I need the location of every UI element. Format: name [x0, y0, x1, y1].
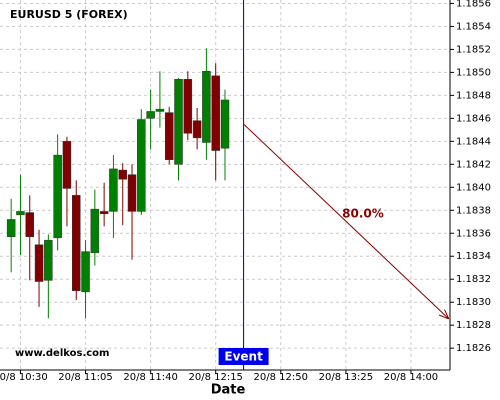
- candle-body: [183, 79, 193, 134]
- y-tick-label: 1.1826: [456, 343, 491, 354]
- y-tick-label: 1.1834: [456, 251, 491, 262]
- watermark: www.delkos.com: [15, 348, 109, 359]
- candle-body: [109, 168, 118, 212]
- x-tick-label: 20/8 10:30: [0, 372, 48, 383]
- x-tick-label: 20/8 14:00: [384, 372, 438, 383]
- y-tick-label: 1.1852: [456, 44, 491, 55]
- candle-body: [155, 108, 165, 112]
- event-box: [218, 348, 269, 365]
- x-tick-label: 20/8 12:15: [188, 372, 242, 383]
- candle-body: [90, 208, 100, 254]
- forecast-label: 80.0%: [342, 207, 384, 221]
- y-tick-label: 1.1842: [456, 159, 491, 170]
- y-tick-label: 1.1856: [456, 0, 491, 9]
- y-tick-label: 1.1838: [456, 205, 491, 216]
- candle-body: [118, 169, 127, 180]
- candle-body: [192, 120, 202, 139]
- candle-body: [25, 212, 35, 237]
- candle-body: [34, 244, 44, 282]
- candle-body: [99, 211, 109, 214]
- event-label: Event: [224, 350, 263, 364]
- y-tick-label: 1.1850: [456, 67, 491, 78]
- candle-body: [127, 174, 137, 212]
- candle-body: [6, 219, 16, 237]
- candle-body: [137, 119, 146, 212]
- x-tick-label: 20/8 11:05: [58, 372, 112, 383]
- chart-title: EURUSD 5 (FOREX): [10, 8, 128, 21]
- x-tick-label: 20/8 13:25: [319, 372, 373, 383]
- candle-body: [211, 75, 220, 151]
- y-tick-label: 1.1846: [456, 113, 491, 124]
- x-tick-label: 20/8 11:40: [123, 372, 177, 383]
- candle-body: [146, 111, 155, 119]
- forecast-arrow: [243, 123, 449, 318]
- candle-body: [62, 141, 72, 189]
- candle-body: [81, 251, 90, 293]
- y-tick-label: 1.1854: [456, 21, 491, 32]
- y-tick-label: 1.1848: [456, 90, 491, 101]
- candle-body: [44, 239, 53, 281]
- y-tick-label: 1.1836: [456, 228, 491, 239]
- candle-body: [71, 195, 81, 291]
- candle-body: [174, 79, 183, 165]
- y-tick-label: 1.1828: [456, 320, 491, 331]
- y-tick-label: 1.1840: [456, 182, 491, 193]
- y-tick-label: 1.1844: [456, 136, 491, 147]
- y-tick-label: 1.1830: [456, 297, 491, 308]
- candle-body: [16, 211, 25, 216]
- candle-body: [202, 70, 211, 143]
- candle-body: [53, 154, 62, 239]
- x-axis-label: Date: [211, 383, 246, 398]
- candle-body: [220, 99, 230, 149]
- y-tick-label: 1.1832: [456, 274, 491, 285]
- candle-body: [164, 112, 174, 160]
- x-tick-label: 20/8 12:50: [254, 372, 308, 383]
